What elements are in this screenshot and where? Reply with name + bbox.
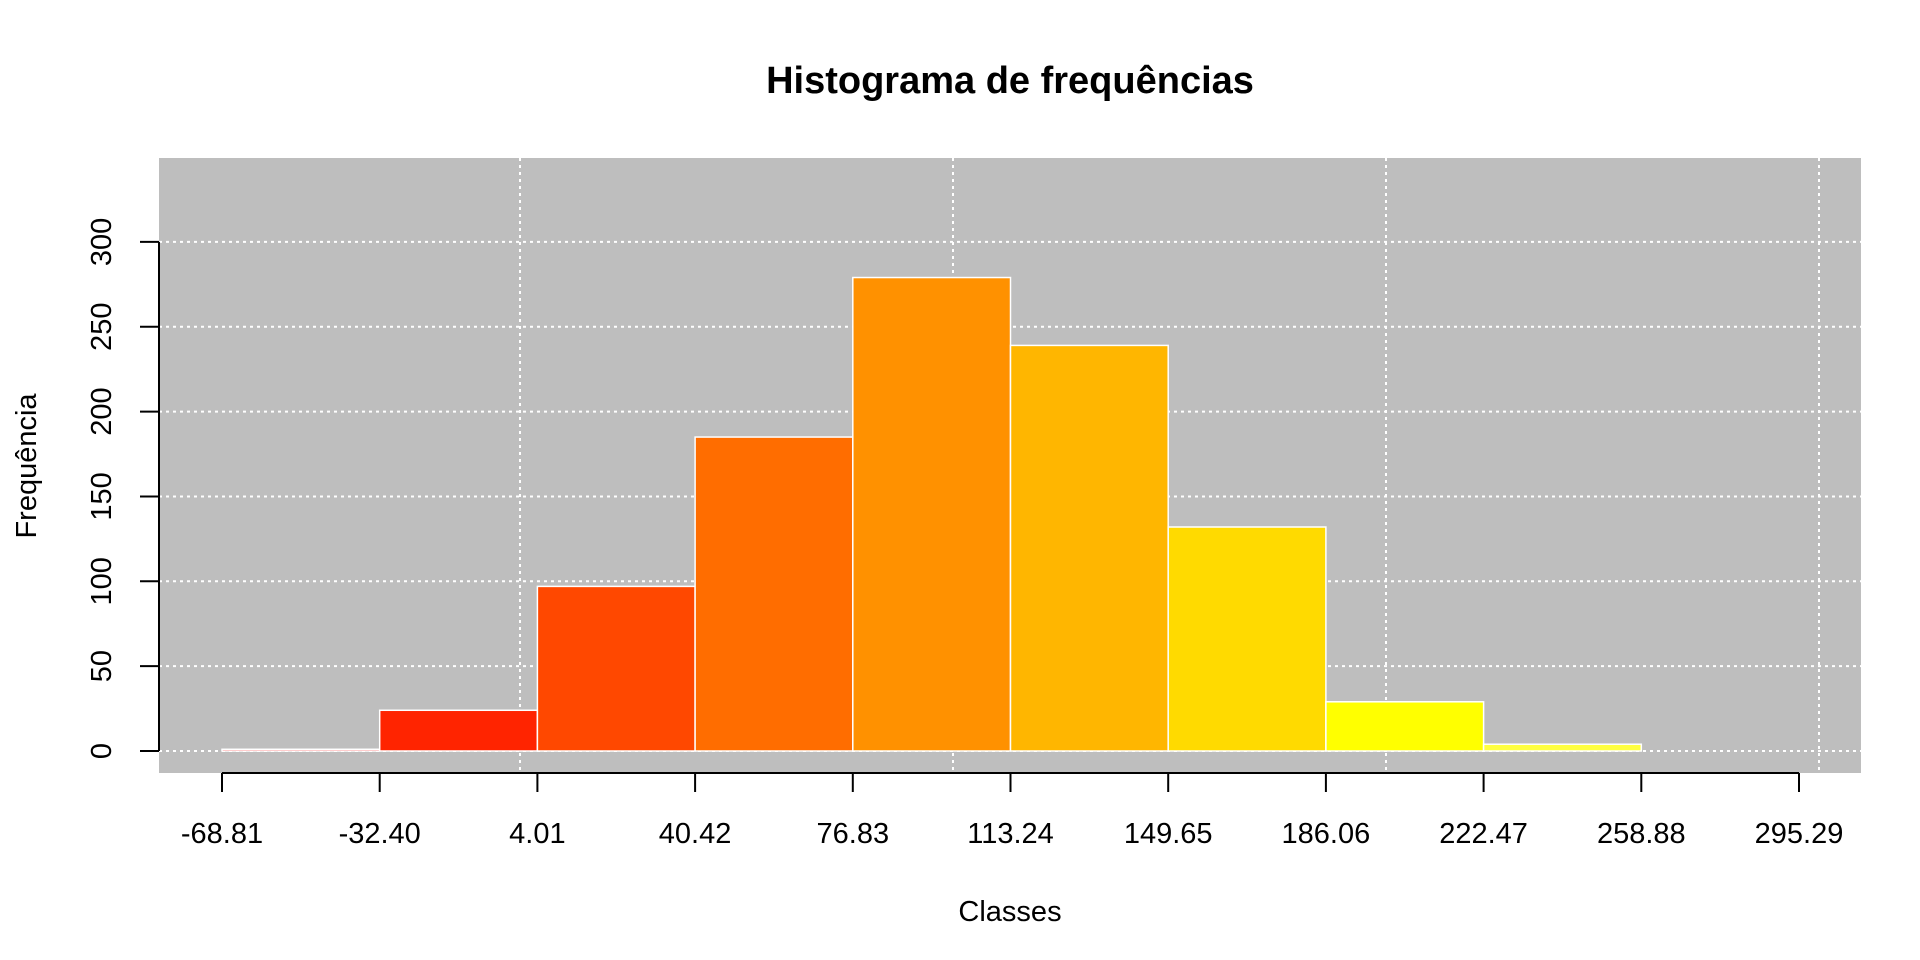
histogram-bar xyxy=(536,585,696,752)
histogram-bar xyxy=(1482,743,1643,752)
histogram-bar xyxy=(221,748,381,752)
histogram-bar xyxy=(852,276,1012,752)
histogram-bar xyxy=(1325,701,1485,752)
x-tick-label: 76.83 xyxy=(817,818,890,850)
x-tick-label: 113.24 xyxy=(967,818,1054,850)
y-tick-label: 0 xyxy=(86,743,118,759)
histogram-bar xyxy=(1009,344,1169,752)
x-tick-label: 4.01 xyxy=(509,818,565,850)
x-tick-label: 149.65 xyxy=(1124,818,1213,850)
y-tick-label: 200 xyxy=(86,387,118,435)
x-tick-label: -32.40 xyxy=(339,818,421,850)
histogram-bar xyxy=(378,709,539,752)
histogram-bars xyxy=(221,276,1643,752)
histogram-bar xyxy=(694,436,854,752)
y-tick-label: 50 xyxy=(86,650,118,682)
y-tick-label: 150 xyxy=(86,472,118,520)
y-axis-label: Frequência xyxy=(11,393,43,539)
x-axis-label: Classes xyxy=(958,896,1061,928)
x-tick-label: 295.29 xyxy=(1755,818,1844,850)
y-tick-label: 250 xyxy=(86,303,118,351)
histogram-bar xyxy=(1167,526,1327,752)
x-tick-label: 258.88 xyxy=(1597,818,1686,850)
chart-title: Histograma de frequências xyxy=(766,60,1254,102)
y-tick-label: 300 xyxy=(86,218,118,266)
y-axis: 0 50 100 150 200 250 300 xyxy=(86,218,160,759)
x-tick-label: 40.42 xyxy=(659,818,732,850)
x-axis: -68.81 -32.40 4.01 40.42 76.83 113.24 149.65 18… xyxy=(181,772,1844,850)
y-tick-label: 100 xyxy=(86,557,118,605)
x-tick-label: -68.81 xyxy=(181,818,263,850)
x-tick-label: 186.06 xyxy=(1282,818,1371,850)
x-tick-label: 222.47 xyxy=(1439,818,1528,850)
